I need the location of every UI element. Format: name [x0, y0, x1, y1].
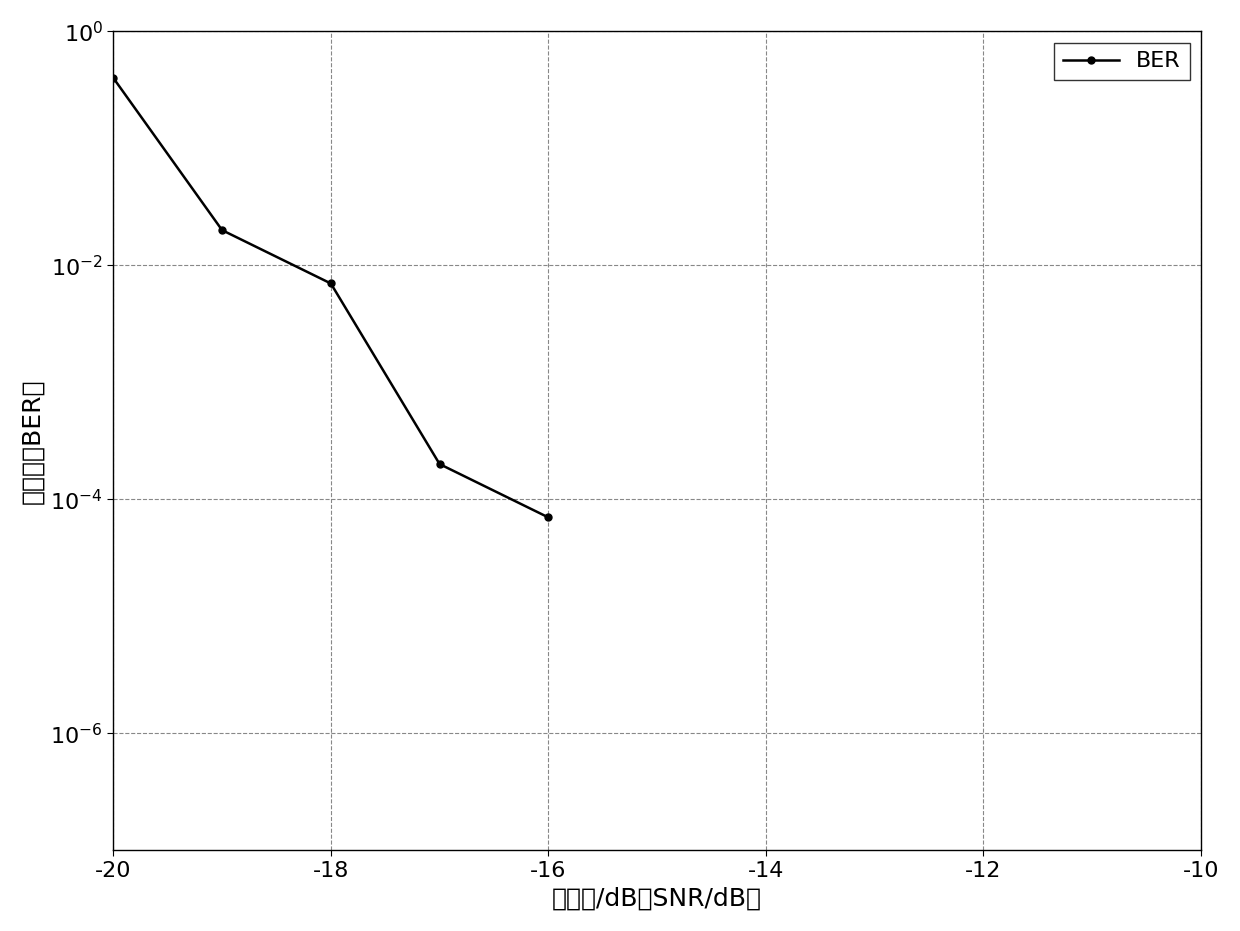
BER	[541, 512, 556, 523]
Legend: BER: BER	[1054, 43, 1190, 80]
BER	[324, 277, 339, 289]
X-axis label: 信噪比/dB（SNR/dB）: 信噪比/dB（SNR/dB）	[552, 886, 763, 911]
BER	[105, 73, 120, 84]
Line: BER: BER	[110, 74, 552, 520]
BER	[215, 224, 229, 236]
BER	[433, 458, 448, 469]
Y-axis label: 误码率（BER）: 误码率（BER）	[21, 378, 45, 504]
